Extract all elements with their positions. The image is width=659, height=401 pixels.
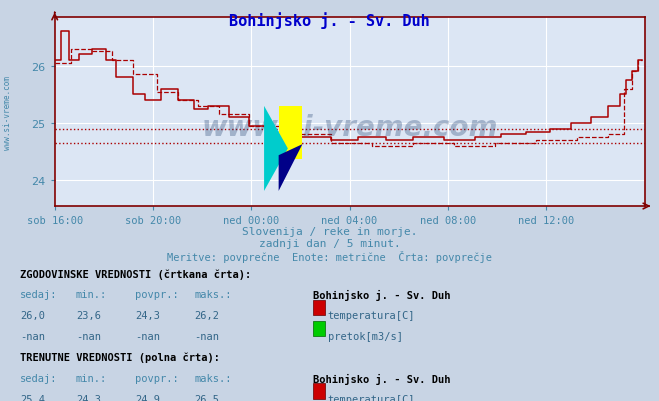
Text: ZGODOVINSKE VREDNOSTI (črtkana črta):: ZGODOVINSKE VREDNOSTI (črtkana črta): (20, 269, 251, 279)
Text: Slovenija / reke in morje.: Slovenija / reke in morje. (242, 227, 417, 237)
Text: 23,6: 23,6 (76, 310, 101, 320)
Text: -nan: -nan (135, 331, 160, 341)
Text: Bohinjsko j. - Sv. Duh: Bohinjsko j. - Sv. Duh (313, 290, 451, 300)
Text: 26,5: 26,5 (194, 394, 219, 401)
Text: 24,3: 24,3 (76, 394, 101, 401)
Text: pretok[m3/s]: pretok[m3/s] (328, 331, 403, 341)
Polygon shape (279, 145, 302, 191)
Text: www.si-vreme.com: www.si-vreme.com (3, 75, 13, 149)
Text: povpr.:: povpr.: (135, 290, 179, 300)
Text: maks.:: maks.: (194, 290, 232, 300)
Text: Bohinjsko j. - Sv. Duh: Bohinjsko j. - Sv. Duh (229, 12, 430, 29)
Text: -nan: -nan (76, 331, 101, 341)
Text: temperatura[C]: temperatura[C] (328, 394, 415, 401)
Text: TRENUTNE VREDNOSTI (polna črta):: TRENUTNE VREDNOSTI (polna črta): (20, 352, 219, 363)
Text: Meritve: povprečne  Enote: metrične  Črta: povprečje: Meritve: povprečne Enote: metrične Črta:… (167, 251, 492, 263)
Text: 24,3: 24,3 (135, 310, 160, 320)
Text: 24,9: 24,9 (135, 394, 160, 401)
Text: maks.:: maks.: (194, 373, 232, 383)
Text: -nan: -nan (194, 331, 219, 341)
Text: 26,2: 26,2 (194, 310, 219, 320)
Text: min.:: min.: (76, 290, 107, 300)
Text: zadnji dan / 5 minut.: zadnji dan / 5 minut. (258, 239, 401, 249)
Text: 26,0: 26,0 (20, 310, 45, 320)
Text: www.si-vreme.com: www.si-vreme.com (202, 113, 498, 141)
Text: Bohinjsko j. - Sv. Duh: Bohinjsko j. - Sv. Duh (313, 373, 451, 384)
Text: min.:: min.: (76, 373, 107, 383)
Text: 25,4: 25,4 (20, 394, 45, 401)
FancyBboxPatch shape (279, 107, 302, 159)
Text: sedaj:: sedaj: (20, 373, 57, 383)
Text: povpr.:: povpr.: (135, 373, 179, 383)
Text: sedaj:: sedaj: (20, 290, 57, 300)
Polygon shape (264, 107, 288, 191)
Text: -nan: -nan (20, 331, 45, 341)
Text: temperatura[C]: temperatura[C] (328, 310, 415, 320)
